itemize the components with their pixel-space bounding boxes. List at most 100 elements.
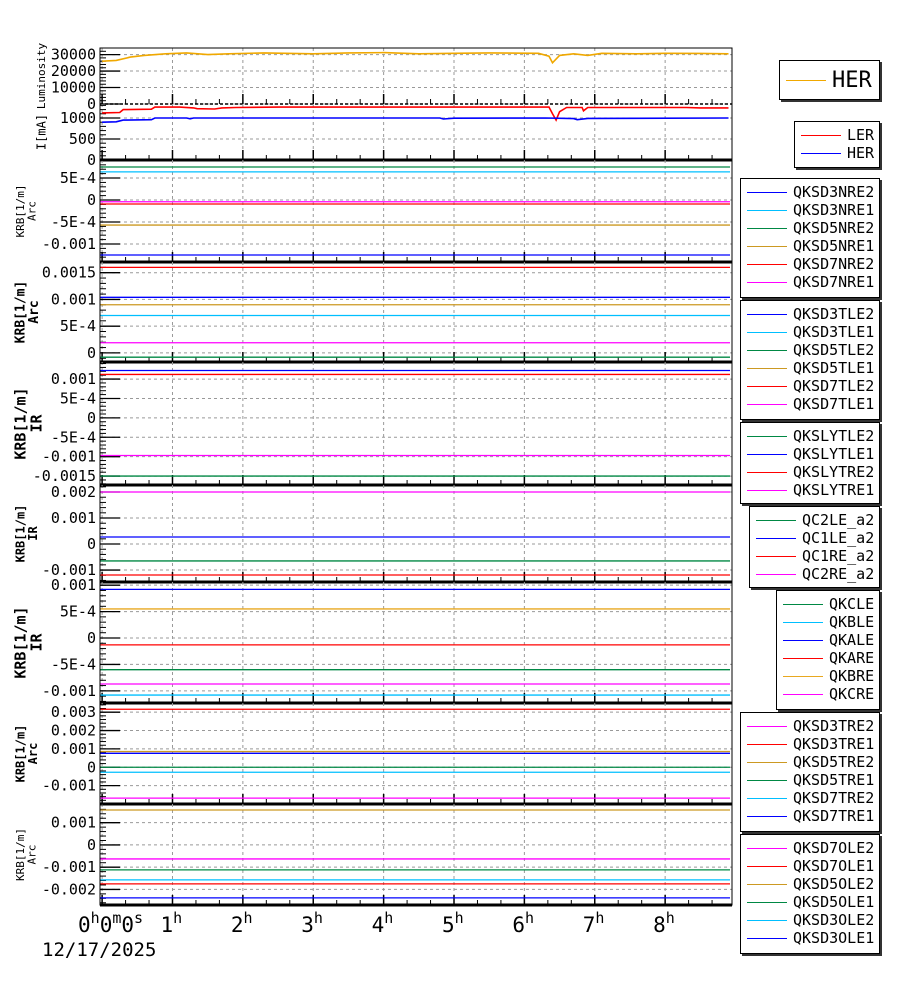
legend-swatch: [747, 901, 787, 903]
legend-item: QKSD7TLE1: [747, 395, 874, 413]
y-tick-label: 0.001: [51, 814, 96, 832]
hour-value: 6: [512, 913, 525, 937]
legend-label: QKSD7OLE2: [793, 839, 875, 857]
legend-swatch: [747, 797, 787, 799]
y-tick-label: -0.002: [42, 880, 96, 898]
y-tick-label: -5E-4: [51, 655, 96, 673]
y-tick-label: 0: [87, 95, 96, 113]
legend-label: QKSD5TLE2: [793, 341, 875, 359]
legend-swatch: [747, 725, 787, 727]
legend-swatch: [756, 519, 796, 521]
legend-swatch: [747, 453, 787, 455]
y-tick-label: 0.001: [51, 370, 96, 388]
legend-item: HER: [801, 144, 874, 162]
legend-swatch: [747, 865, 787, 867]
legend-swatch: [747, 349, 787, 351]
legend-item: QKARE: [783, 649, 874, 667]
legend-item: QKSD3TRE2: [747, 717, 874, 735]
legend-label: QKSD5NRE2: [793, 219, 875, 237]
hour-unit: h: [455, 909, 464, 927]
y-axis-title: Arc: [26, 743, 40, 765]
y-axis-title: IR: [26, 526, 40, 541]
time-unit: s: [134, 909, 143, 927]
panel-1: 0 500 1000 I[mA]: [35, 104, 732, 169]
y-tick-label: -0.0015: [33, 467, 96, 485]
legend-panel-4: QKSLYTLE2 QKSLYTLE1 QKSLYTRE2 QKSLYTRE1: [740, 422, 880, 504]
legend-item: QC2RE_a2: [756, 565, 874, 583]
legend-swatch: [783, 621, 823, 623]
legend-item: LER: [801, 126, 874, 144]
legend-label: QKBLE: [829, 613, 875, 631]
legend-swatch: [747, 245, 787, 247]
x-tick-label: 6h: [512, 909, 534, 937]
legend-swatch: [747, 263, 787, 265]
hour-value: 5: [442, 913, 455, 937]
legend-item: QKSD7OLE2: [747, 839, 874, 857]
legend-label: HER: [847, 144, 875, 162]
legend-item: QKSD5TRE1: [747, 771, 874, 789]
hour-value: 7: [583, 913, 596, 937]
hour-unit: h: [244, 909, 253, 927]
legend-item: QKSLYTLE2: [747, 427, 874, 445]
legend-item: QKSD3NRE2: [747, 183, 874, 201]
y-tick-label: 0: [87, 151, 96, 169]
legend-item: QKSD7TRE1: [747, 807, 874, 825]
y-tick-label: -0.001: [42, 561, 96, 579]
hour-unit: h: [314, 909, 323, 927]
y-axis-title: I[mA]: [35, 114, 49, 150]
legend-panel-1: LER HER: [794, 121, 880, 168]
legend-swatch: [747, 847, 787, 849]
legend-item: QKBLE: [783, 613, 874, 631]
y-axis-title: KRB[1/m]: [12, 387, 30, 459]
legend-panel-2: QKSD3NRE2 QKSD3NRE1 QKSD5NRE2 QKSD5NRE1 QKSD…: [740, 178, 880, 298]
legend-label: QKSD5OLE2: [793, 875, 875, 893]
legend-label: QC2RE_a2: [802, 565, 875, 583]
legend-swatch: [747, 435, 787, 437]
y-tick-label: 5E-4: [60, 317, 96, 335]
y-tick-label: 5E-4: [60, 389, 96, 407]
y-axis-title: IR: [27, 633, 45, 652]
legend-label: QKSD3OLE2: [793, 911, 875, 929]
legend-item: QKSD5TLE1: [747, 359, 874, 377]
legend-item: QKBRE: [783, 667, 874, 685]
legend-swatch: [747, 815, 787, 817]
legend-panel-3: QKSD3TLE2 QKSD3TLE1 QKSD5TLE2 QKSD5TLE1 QKSD…: [740, 300, 880, 420]
legend-item: QKSD7NRE1: [747, 273, 874, 291]
legend-swatch: [783, 675, 823, 677]
legend-label: QKALE: [829, 631, 875, 649]
legend-label: QC1LE_a2: [802, 529, 875, 547]
legend-label: QKSD7NRE1: [793, 273, 875, 291]
legend-item: QKSLYTLE1: [747, 445, 874, 463]
legend-label: QKSD7TRE2: [793, 789, 875, 807]
legend-item: QKSD5NRE1: [747, 237, 874, 255]
legend-label: QKSLYTRE2: [793, 463, 875, 481]
y-axis-title: Arc: [26, 201, 39, 221]
legend-label: QKSD3TRE2: [793, 717, 875, 735]
panel-2: -0.001 -5E-4 0 5E-4 KRB[1/m]Arc: [14, 159, 732, 264]
legend-swatch: [747, 471, 787, 473]
hour-value: 1: [160, 913, 173, 937]
panel-4: -0.0015-0.001 -5E-40 5E-40.001 KRB[1/m]IR: [12, 362, 732, 487]
legend-swatch: [756, 555, 796, 557]
legend-swatch: [783, 603, 823, 605]
x-tick-label: 7h: [583, 909, 605, 937]
y-tick-label: -0.001: [42, 235, 96, 253]
legend-swatch: [747, 937, 787, 939]
legend-item: QKSD5TRE2: [747, 753, 874, 771]
legend-label: QKSD7OLE1: [793, 857, 875, 875]
legend-label: QKSD5OLE1: [793, 893, 875, 911]
y-axis-title: KRB[1/m]: [14, 505, 28, 563]
legend-label: QKSD7TRE1: [793, 807, 875, 825]
legend-label: QKSD5TRE1: [793, 771, 875, 789]
legend-item: QKSD5TLE2: [747, 341, 874, 359]
y-axis-title: IR: [27, 414, 45, 433]
y-tick-label: 0: [87, 836, 96, 854]
y-tick-label: 0: [87, 344, 96, 362]
y-tick-label: 0.003: [51, 703, 96, 721]
y-axis-title: KRB[1/m]: [14, 828, 27, 881]
legend-swatch: [747, 743, 787, 745]
legend-item: QKSD5OLE2: [747, 875, 874, 893]
hour-value: 4: [372, 913, 385, 937]
legend-label: QKSD3NRE2: [793, 183, 875, 201]
